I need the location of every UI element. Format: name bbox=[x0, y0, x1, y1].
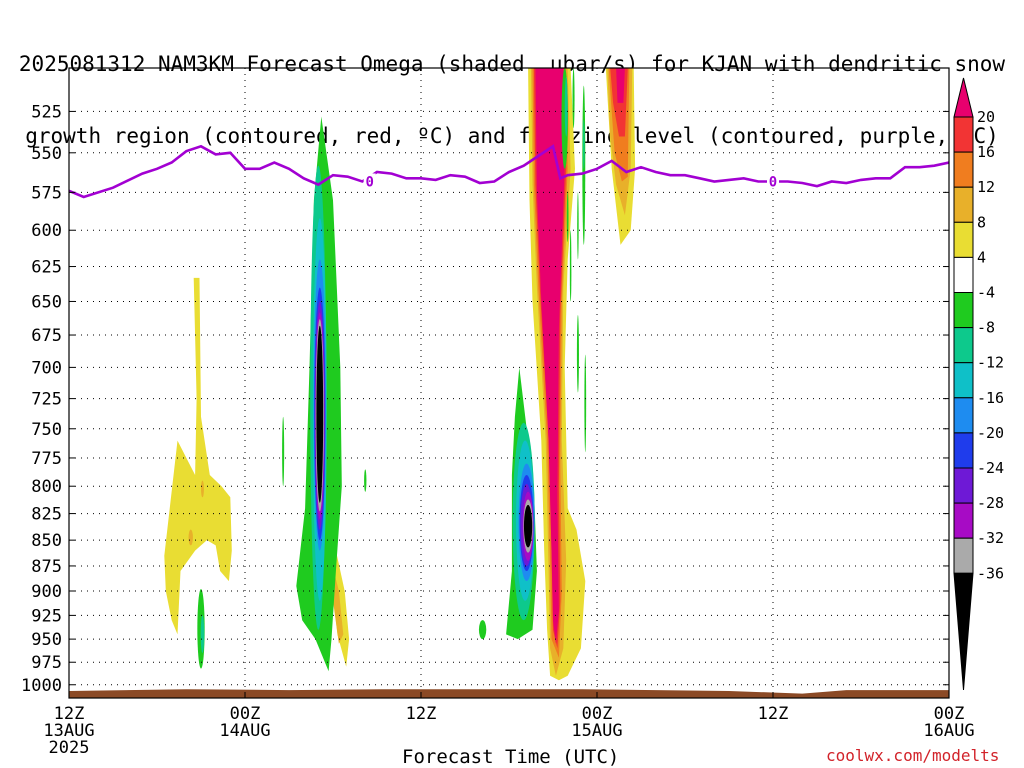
omega-streak-15aug-e bbox=[577, 192, 579, 260]
omega-streak-15aug-h bbox=[569, 259, 572, 302]
omega-streak-15aug-f bbox=[566, 192, 569, 243]
omega-streak-14aug bbox=[282, 416, 285, 487]
x-tick-label: 00Z bbox=[230, 704, 261, 724]
x-axis-title: Forecast Time (UTC) bbox=[402, 746, 620, 768]
omega-core-15aug bbox=[523, 504, 533, 548]
x-tick-label: 00Z bbox=[582, 704, 613, 724]
y-tick-label: 975 bbox=[31, 653, 62, 673]
colorbar-top-triangle bbox=[953, 77, 974, 118]
omega-streak-15aug-c bbox=[572, 68, 575, 129]
y-tick-label: 775 bbox=[31, 449, 62, 469]
colorbar-label: -28 bbox=[977, 494, 1004, 512]
plot-frame bbox=[68, 67, 950, 699]
y-tick-label: 900 bbox=[31, 582, 62, 602]
omega-speck-15aug bbox=[478, 620, 487, 640]
colorbar-band bbox=[953, 397, 974, 434]
y-tick-label: 750 bbox=[31, 420, 62, 440]
omega-streak-15aug-b bbox=[564, 76, 568, 137]
y-tick-label: 800 bbox=[31, 477, 62, 497]
omega-speck-14aug bbox=[364, 469, 367, 492]
colorbar-bottom-triangle bbox=[953, 572, 974, 691]
y-tick-label: 525 bbox=[31, 102, 62, 122]
colorbar-band bbox=[953, 467, 974, 504]
colorbar-band bbox=[953, 537, 974, 574]
colorbar: 20 16 12 8 4 -4 -8 -12 -16 -20 -24 -28 -32 -36 bbox=[953, 77, 1004, 691]
freezing-level-label: 0 bbox=[365, 174, 373, 190]
freezing-level-label-bg bbox=[767, 173, 779, 189]
y-tick-label: 925 bbox=[31, 606, 62, 626]
omega-region-sinking-13aug bbox=[164, 277, 232, 635]
colorbar-band bbox=[953, 221, 974, 258]
x-tick-label: 2025 bbox=[49, 738, 90, 758]
y-tick-label: 875 bbox=[31, 557, 62, 577]
x-tick-label: 12Z bbox=[758, 704, 789, 724]
colorbar-label: -4 bbox=[977, 284, 995, 302]
freezing-level-label: 0 bbox=[769, 174, 777, 190]
colorbar-label: 16 bbox=[977, 143, 995, 161]
y-tick-label: 725 bbox=[31, 390, 62, 410]
x-tick-label: 13AUG bbox=[43, 721, 94, 741]
y-tick-label: 950 bbox=[31, 630, 62, 650]
omega-streak-15aug-j bbox=[583, 119, 585, 169]
colorbar-band bbox=[953, 292, 974, 329]
colorbar-label: -12 bbox=[977, 354, 1004, 372]
colorbar-band bbox=[953, 116, 974, 153]
ground-surface bbox=[69, 689, 949, 698]
omega-field bbox=[69, 68, 949, 698]
y-tick-label: 825 bbox=[31, 505, 62, 525]
x-tick-label: 14AUG bbox=[219, 721, 270, 741]
colorbar-band bbox=[953, 186, 974, 223]
y-tick-label: 600 bbox=[31, 221, 62, 241]
omega-streak-15aug-d bbox=[576, 315, 579, 393]
omega-core-aloft bbox=[616, 68, 625, 103]
x-tick-label: 00Z bbox=[934, 704, 965, 724]
omega-core-14aug bbox=[316, 325, 324, 503]
colorbar-label: -32 bbox=[977, 529, 1004, 547]
colorbar-label: -8 bbox=[977, 319, 995, 337]
y-tick-label: 650 bbox=[31, 292, 62, 312]
colorbar-label: -36 bbox=[977, 564, 1004, 582]
y-axis: 525 550 575 600 625 650 675 700 725 750 775 800 825 8… bbox=[21, 102, 949, 696]
x-tick-label: 12Z bbox=[54, 704, 85, 724]
title-line-2: growth region (contoured, red, ºC) and f… bbox=[25, 124, 999, 148]
omega-core-13aug-a bbox=[188, 529, 193, 546]
y-tick-label: 550 bbox=[31, 144, 62, 164]
colorbar-label: -20 bbox=[977, 424, 1004, 442]
colorbar-label: -16 bbox=[977, 389, 1004, 407]
y-tick-label: 850 bbox=[31, 531, 62, 551]
colorbar-label: 8 bbox=[977, 213, 986, 231]
chart-title: 2025081312 NAM3KM Forecast Omega (shaded… bbox=[0, 4, 1024, 172]
omega-streak-15aug-k bbox=[584, 354, 587, 453]
colorbar-band bbox=[953, 432, 974, 469]
colorbar-band bbox=[953, 362, 974, 399]
title-line-1: 2025081312 NAM3KM Forecast Omega (shaded… bbox=[18, 52, 1006, 76]
x-tick-label: 16AUG bbox=[923, 721, 974, 741]
y-tick-label: 675 bbox=[31, 326, 62, 346]
y-tick-label: 575 bbox=[31, 183, 62, 203]
y-tick-label: 625 bbox=[31, 258, 62, 278]
colorbar-band bbox=[953, 327, 974, 364]
colorbar-label: 12 bbox=[977, 178, 995, 196]
colorbar-band bbox=[953, 256, 974, 293]
omega-core-sinking-15aug bbox=[535, 68, 565, 644]
y-tick-label: 700 bbox=[31, 358, 62, 378]
freezing-level-line bbox=[69, 144, 949, 199]
colorbar-label: 4 bbox=[977, 248, 986, 266]
omega-core-rising-13aug bbox=[200, 615, 205, 654]
colorbar-band bbox=[953, 151, 974, 188]
colorbar-label: -24 bbox=[977, 459, 1004, 477]
x-tick-label: 12Z bbox=[406, 704, 437, 724]
x-tick-label: 15AUG bbox=[571, 721, 622, 741]
credit-text: coolwx.com/modelts bbox=[826, 746, 1000, 765]
colorbar-label: 20 bbox=[977, 108, 995, 126]
omega-core-13aug-b bbox=[201, 480, 204, 498]
freezing-level-label-bg bbox=[363, 173, 376, 189]
colorbar-band bbox=[953, 502, 974, 539]
y-tick-label: 1000 bbox=[21, 676, 62, 696]
